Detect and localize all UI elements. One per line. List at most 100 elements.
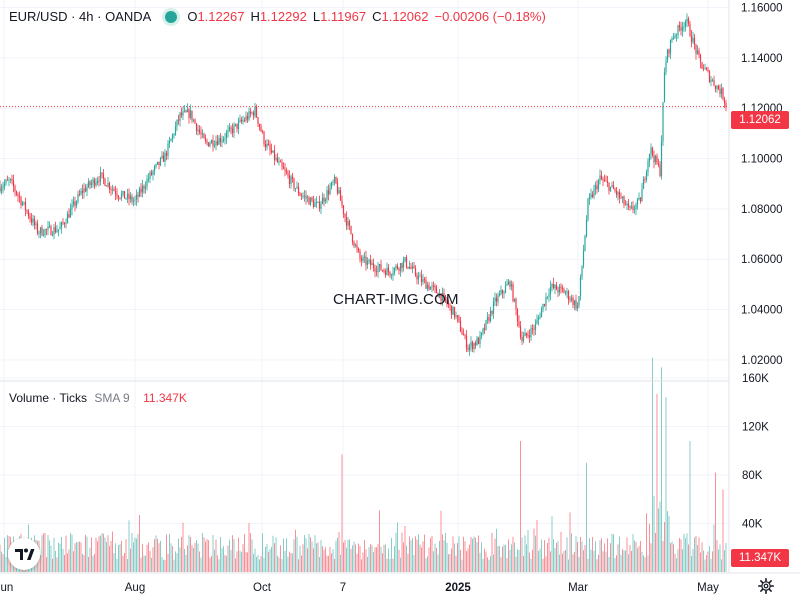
candle-body [273, 150, 276, 160]
candle-body [138, 188, 141, 197]
volume-bar [677, 549, 679, 572]
candle-body [56, 230, 58, 233]
symbol-title[interactable]: EUR/USD · 4h · OANDA [9, 9, 152, 24]
candle-body [128, 193, 130, 200]
candle-body [533, 329, 535, 331]
candle-body [657, 163, 660, 165]
volume-bar [238, 537, 239, 572]
candle-body [192, 119, 195, 121]
price-tick-label: 1.14000 [741, 53, 783, 65]
volume-bar [479, 552, 481, 572]
candle-body [32, 218, 34, 223]
volume-bar [403, 542, 404, 572]
candle-body [2, 186, 4, 189]
volume-bar [500, 557, 502, 572]
volume-bar [725, 543, 727, 572]
candle-body [428, 284, 430, 290]
volume-bar [262, 533, 263, 572]
candle-body [156, 161, 159, 165]
candle-body [365, 256, 367, 265]
candle-body [222, 138, 225, 141]
volume-bar [122, 555, 124, 572]
price-tick-label: 1.08000 [741, 204, 783, 216]
candle-body [26, 210, 28, 212]
volume-tick-label: 80K [742, 470, 763, 482]
candle-body [290, 176, 292, 185]
candle-body [509, 281, 511, 287]
volume-bar [517, 549, 518, 572]
volume-bar [302, 544, 304, 572]
candle-body [405, 257, 408, 267]
candle-body [618, 192, 621, 198]
tradingview-logo-icon[interactable] [8, 538, 40, 570]
volume-bar [446, 542, 448, 572]
volume-bar [124, 552, 125, 572]
candle-body [599, 175, 601, 181]
volume-bar [325, 547, 326, 572]
volume-bar [518, 549, 520, 572]
candle-body [143, 185, 145, 189]
candle-body [359, 251, 361, 259]
volume-bar [293, 539, 295, 572]
candle-body [600, 175, 603, 180]
volume-bar [688, 544, 689, 572]
volume-bar [697, 544, 698, 572]
volume-bar [343, 542, 344, 572]
candle-body [191, 110, 193, 121]
candle-body [320, 204, 322, 209]
volume-bar [685, 538, 686, 572]
volume-bar [73, 551, 74, 572]
volume-bar [40, 555, 41, 572]
volume-bar [577, 541, 578, 572]
candle-body [123, 191, 126, 199]
volume-bar [647, 555, 649, 572]
volume-bar [260, 556, 262, 572]
candle-body [666, 49, 669, 61]
candle-body [263, 131, 265, 144]
candle-body [333, 177, 336, 183]
volume-bar [416, 539, 418, 572]
volume-bar [562, 553, 563, 572]
volume-bar [178, 538, 179, 572]
candle-body [393, 268, 396, 273]
candle-body [176, 119, 178, 127]
candle-body [296, 186, 298, 189]
volume-bar [133, 542, 134, 572]
volume-bar [338, 531, 340, 572]
candle-body [125, 198, 127, 199]
volume-bar [560, 531, 562, 572]
candle-body [447, 304, 450, 305]
candle-body [356, 244, 358, 249]
volume-bar [433, 551, 434, 572]
candle-body [81, 190, 84, 193]
candle-body [468, 346, 471, 350]
volume-bar [152, 547, 154, 572]
volume-bar [329, 546, 331, 572]
candle-body [530, 328, 532, 338]
volume-bar [580, 536, 581, 572]
candle-body [74, 201, 76, 206]
candle-body [309, 197, 312, 205]
candle-body [302, 195, 304, 197]
candle-body [684, 21, 687, 27]
candle-body [711, 79, 714, 81]
volume-bar [427, 556, 428, 572]
volume-bar [380, 546, 382, 572]
gear-icon[interactable] [758, 578, 774, 594]
volume-header[interactable]: Volume · Ticks SMA 9 11.347K [9, 391, 187, 405]
candle-body [473, 343, 475, 349]
candle-body [92, 179, 94, 184]
candle-body [6, 180, 9, 181]
volume-bar [103, 533, 104, 572]
volume-bar [488, 559, 490, 572]
volume-bar [44, 532, 46, 572]
volume-bar [154, 539, 155, 572]
volume-bar [457, 543, 458, 572]
candle-body [269, 145, 271, 150]
candle-body [308, 197, 310, 205]
candle-body [5, 180, 7, 184]
volume-bar [161, 556, 163, 572]
volume-bar [583, 550, 584, 572]
volume-bar [143, 555, 145, 572]
candle-body [384, 271, 387, 276]
